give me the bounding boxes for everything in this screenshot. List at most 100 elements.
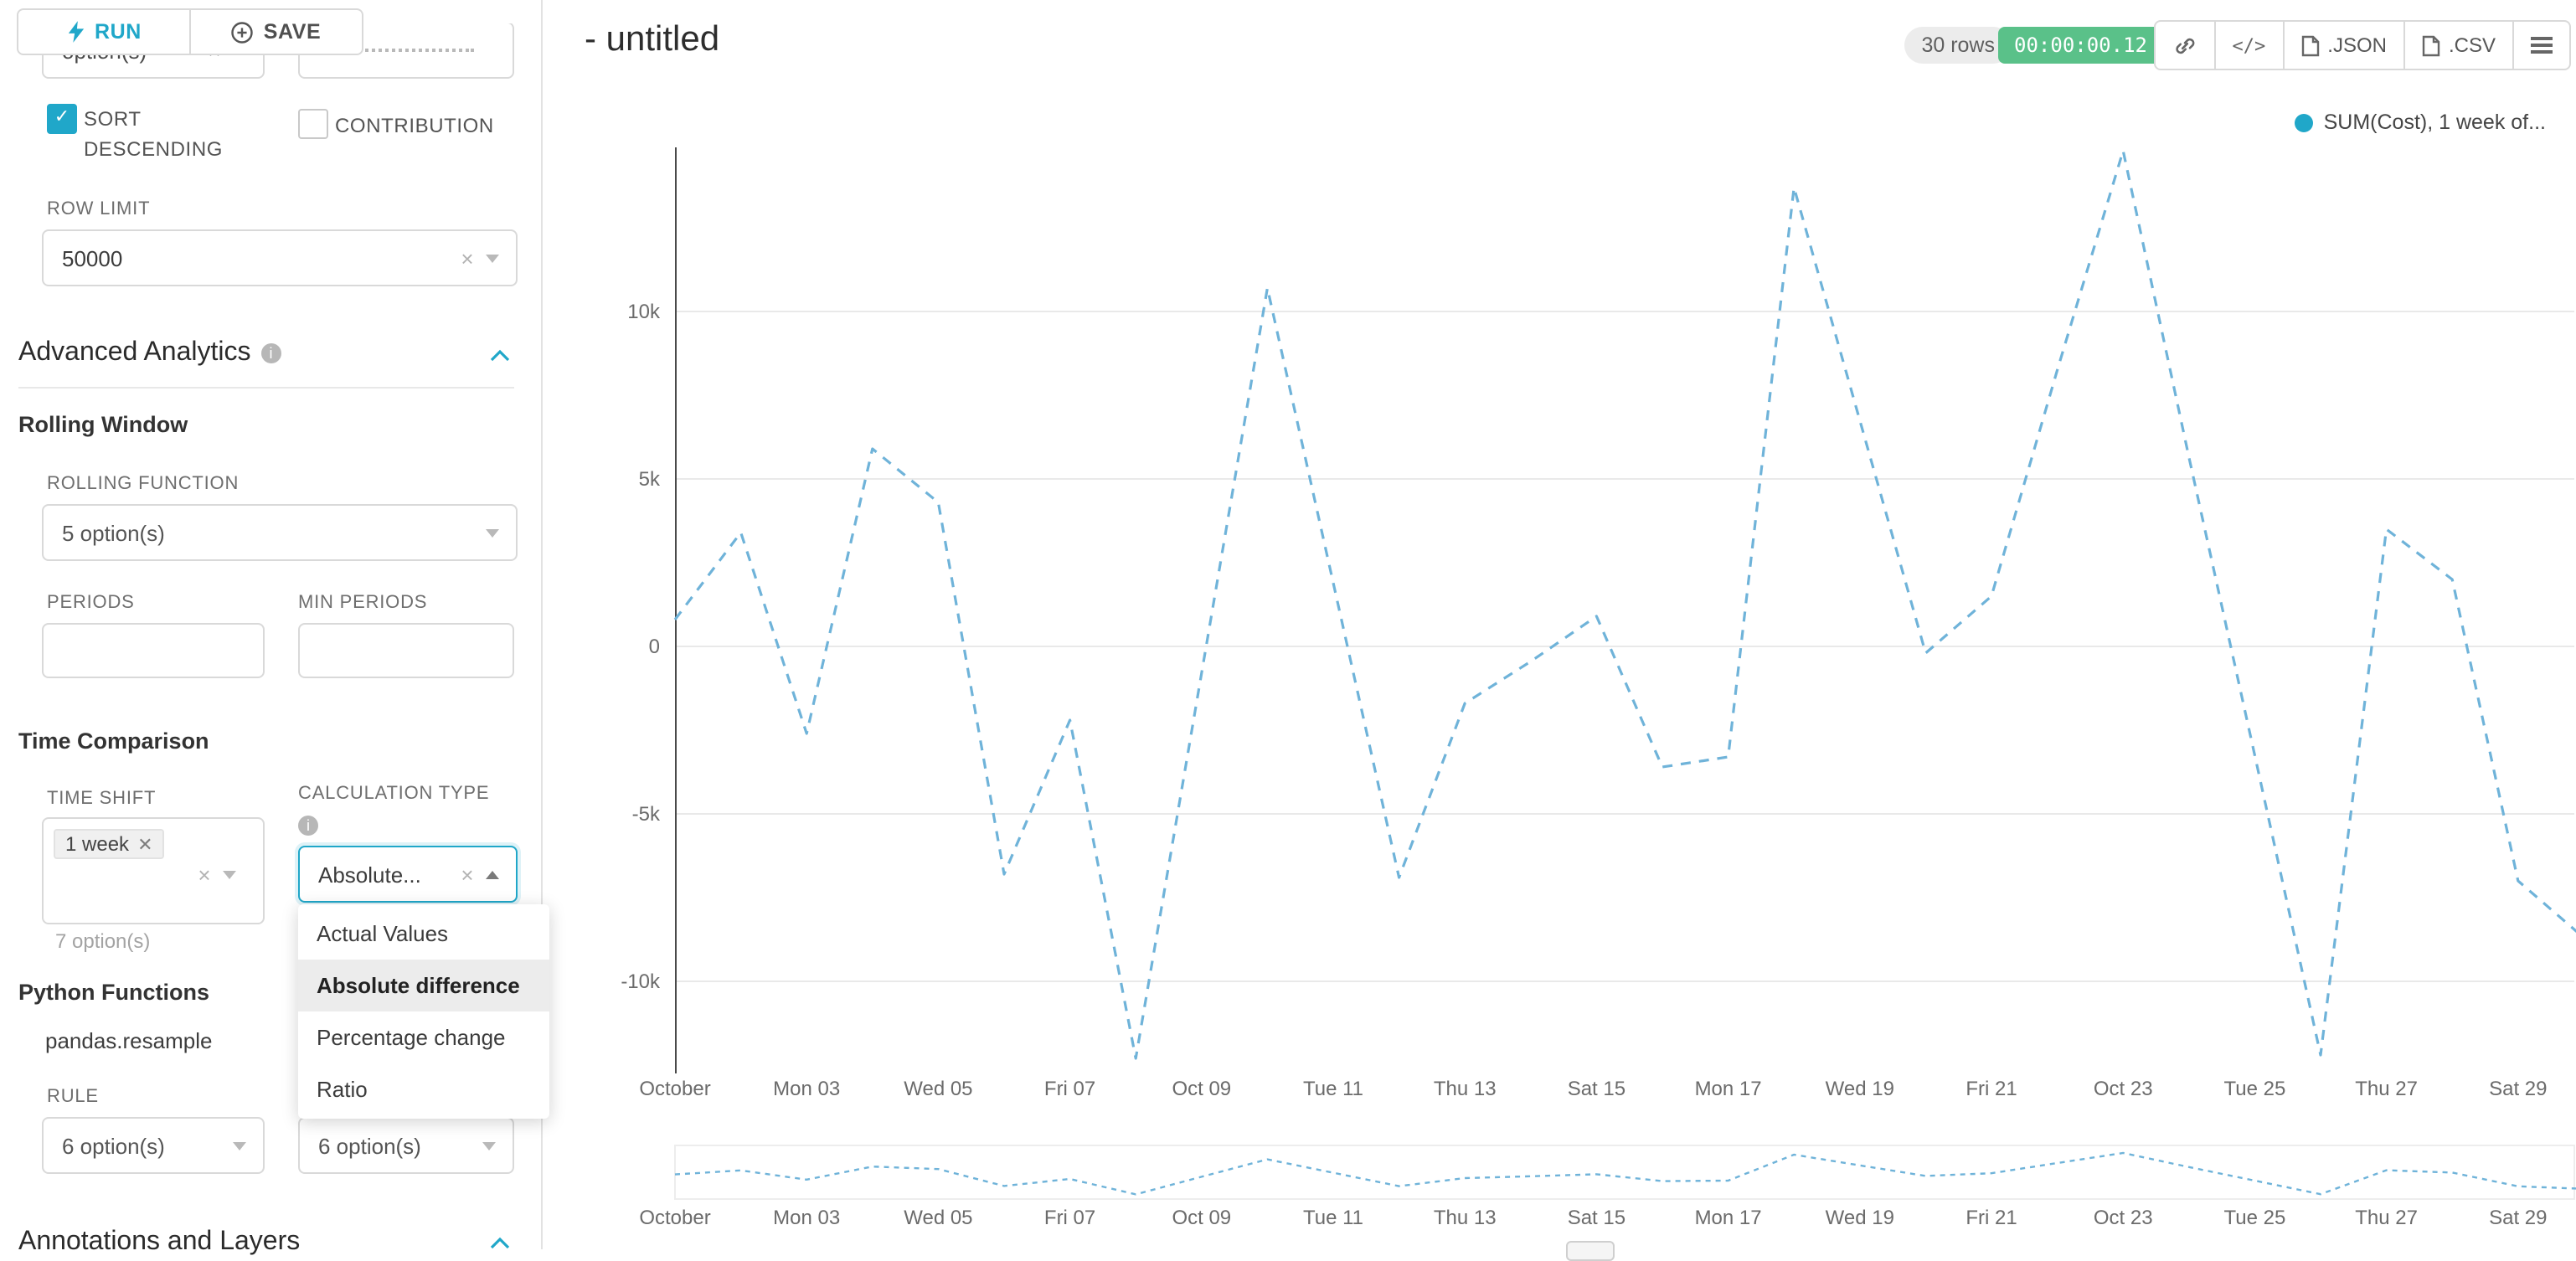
- chevron-down-icon: [233, 1141, 246, 1150]
- x-axis-label: Oct 09: [1172, 1207, 1231, 1229]
- x-axis-label: Fri 07: [1044, 1078, 1095, 1100]
- periods-label: PERIODS: [47, 593, 135, 613]
- y-axis-label: -10k: [621, 970, 661, 993]
- chevron-down-icon: [486, 254, 499, 262]
- calculation-type-label: CALCULATION TYPE: [298, 784, 490, 804]
- x-axis-label: Tue 11: [1303, 1207, 1363, 1229]
- page-title: - untitled: [585, 20, 720, 59]
- time-shift-tag[interactable]: 1 week: [54, 829, 165, 859]
- x-axis-label: Oct 09: [1172, 1078, 1231, 1100]
- time-shift-tag-label: 1 week: [65, 832, 130, 856]
- chevron-down-icon: [223, 871, 236, 879]
- x-axis-label: Mon 17: [1695, 1078, 1762, 1100]
- min-periods-label: MIN PERIODS: [298, 593, 428, 613]
- contribution-checkbox[interactable]: [298, 109, 328, 139]
- lightning-icon: [67, 21, 84, 43]
- x-axis-label: Mon 03: [773, 1078, 840, 1100]
- time-shift-select[interactable]: 1 week: [42, 817, 265, 924]
- y-axis-label: -5k: [632, 803, 661, 826]
- info-icon: [298, 816, 318, 836]
- export-json-button[interactable]: .JSON: [2282, 20, 2405, 70]
- calculation-menu-item[interactable]: Actual Values: [317, 921, 449, 946]
- sort-descending-checkbox[interactable]: [47, 104, 77, 134]
- x-axis-label: Thu 27: [2355, 1207, 2418, 1229]
- plus-circle-icon: [231, 21, 254, 43]
- control-panel: option(s) RUN SAVE SORT DESCENDING CONTR…: [0, 0, 549, 1256]
- row-count-badge: 30 rows: [1904, 27, 2012, 64]
- x-axis-label: Sat 29: [2489, 1207, 2547, 1229]
- y-gridlines: [677, 311, 2574, 982]
- chart-legend[interactable]: SUM(Cost), 1 week of...: [2295, 111, 2546, 134]
- calculation-menu-item[interactable]: Absolute difference: [298, 960, 549, 1011]
- x-axis-label: Mon 03: [773, 1207, 840, 1229]
- calculation-type-menu: Actual Values Absolute difference Percenta…: [298, 904, 549, 1119]
- x-axis-label: Fri 21: [1965, 1207, 2017, 1229]
- time-comparison-title: Time Comparison: [18, 728, 209, 754]
- export-csv-button[interactable]: .CSV: [2403, 20, 2514, 70]
- minimap-frame[interactable]: [674, 1145, 2575, 1200]
- copy-link-button[interactable]: [2153, 20, 2216, 70]
- rule-select-right[interactable]: 6 option(s): [298, 1117, 514, 1174]
- clear-icon[interactable]: [193, 862, 216, 888]
- x-axis-label: Tue 25: [2223, 1207, 2285, 1229]
- rule-select-left[interactable]: 6 option(s): [42, 1117, 265, 1174]
- chart-menu-button[interactable]: [2512, 20, 2571, 70]
- x-axis-labels: October Mon 03 Wed 05 Fri 07 Oct 09 Tue 11 Thu…: [639, 1078, 2547, 1100]
- chart-area: 10k 5k 0 -5k -10k October Mon 03 Wed 05 Fri 07 O…: [541, 0, 2576, 1261]
- embed-code-button[interactable]: [2213, 20, 2285, 70]
- minimap-series-line: [674, 1151, 2576, 1196]
- chevron-up-icon[interactable]: [489, 1236, 511, 1251]
- x-axis-label: Wed 19: [1826, 1207, 1894, 1229]
- x-axis-label: October: [639, 1207, 710, 1229]
- run-button[interactable]: RUN: [18, 10, 189, 54]
- info-icon: [260, 343, 281, 363]
- x-axis-label: Fri 21: [1965, 1078, 2017, 1100]
- calculation-menu-item[interactable]: Ratio: [317, 1077, 368, 1102]
- row-limit-select[interactable]: 50000: [42, 229, 518, 286]
- chevron-down-icon: [486, 528, 499, 537]
- annotations-header[interactable]: Annotations and Layers: [18, 1228, 300, 1258]
- x-axis-label: Thu 13: [1434, 1207, 1497, 1229]
- datazoom-handle[interactable]: [1566, 1241, 1615, 1261]
- x-axis-label: Thu 27: [2355, 1078, 2418, 1100]
- chevron-up-icon[interactable]: [489, 348, 511, 363]
- clear-icon[interactable]: [456, 862, 479, 887]
- y-axis-label: 0: [649, 636, 660, 658]
- x-axis-label: Sat 15: [1568, 1078, 1625, 1100]
- query-timer-badge: 00:00:00.12: [1997, 27, 2164, 64]
- save-button[interactable]: SAVE: [189, 10, 362, 54]
- python-functions-title: Python Functions: [18, 980, 209, 1005]
- calculation-menu-item[interactable]: Percentage change: [317, 1025, 506, 1050]
- x-axis-label: Tue 25: [2223, 1078, 2285, 1100]
- time-shift-controls: [193, 862, 253, 888]
- y-axis-labels: 10k 5k 0 -5k -10k: [621, 301, 661, 993]
- remove-tag-icon[interactable]: [137, 833, 152, 855]
- minimap-x-axis-labels: October Mon 03 Wed 05 Fri 07 Oct 09 Tue 11 Thu…: [639, 1207, 2547, 1229]
- rule-select-right-value: 6 option(s): [318, 1133, 421, 1158]
- contribution-label: CONTRIBUTION: [335, 114, 494, 137]
- advanced-analytics-header[interactable]: Advanced Analytics: [18, 338, 281, 368]
- annotations-title: Annotations and Layers: [18, 1228, 301, 1256]
- time-shift-label: TIME SHIFT: [47, 789, 157, 809]
- x-axis-label: Fri 07: [1044, 1207, 1095, 1229]
- section-divider: [18, 387, 514, 389]
- dotted-placeholder: [320, 49, 474, 52]
- x-axis-label: Oct 23: [2094, 1078, 2153, 1100]
- hamburger-icon: [2531, 44, 2553, 47]
- x-axis-label: Wed 19: [1826, 1078, 1894, 1100]
- min-periods-input[interactable]: [298, 623, 514, 678]
- legend-label: SUM(Cost), 1 week of...: [2323, 111, 2546, 134]
- x-axis-label: Oct 23: [2094, 1207, 2153, 1229]
- rolling-function-select[interactable]: 5 option(s): [42, 504, 518, 561]
- rule-label: RULE: [47, 1087, 99, 1107]
- calculation-type-select[interactable]: Absolute...: [298, 846, 518, 903]
- run-save-bar: RUN SAVE: [17, 8, 363, 55]
- x-axis-label: Wed 05: [904, 1207, 972, 1229]
- clear-icon[interactable]: [456, 245, 479, 270]
- row-limit-label: ROW LIMIT: [47, 199, 151, 219]
- save-button-label: SAVE: [263, 20, 322, 44]
- x-axis-label: Sat 15: [1568, 1207, 1625, 1229]
- periods-input[interactable]: [42, 623, 265, 678]
